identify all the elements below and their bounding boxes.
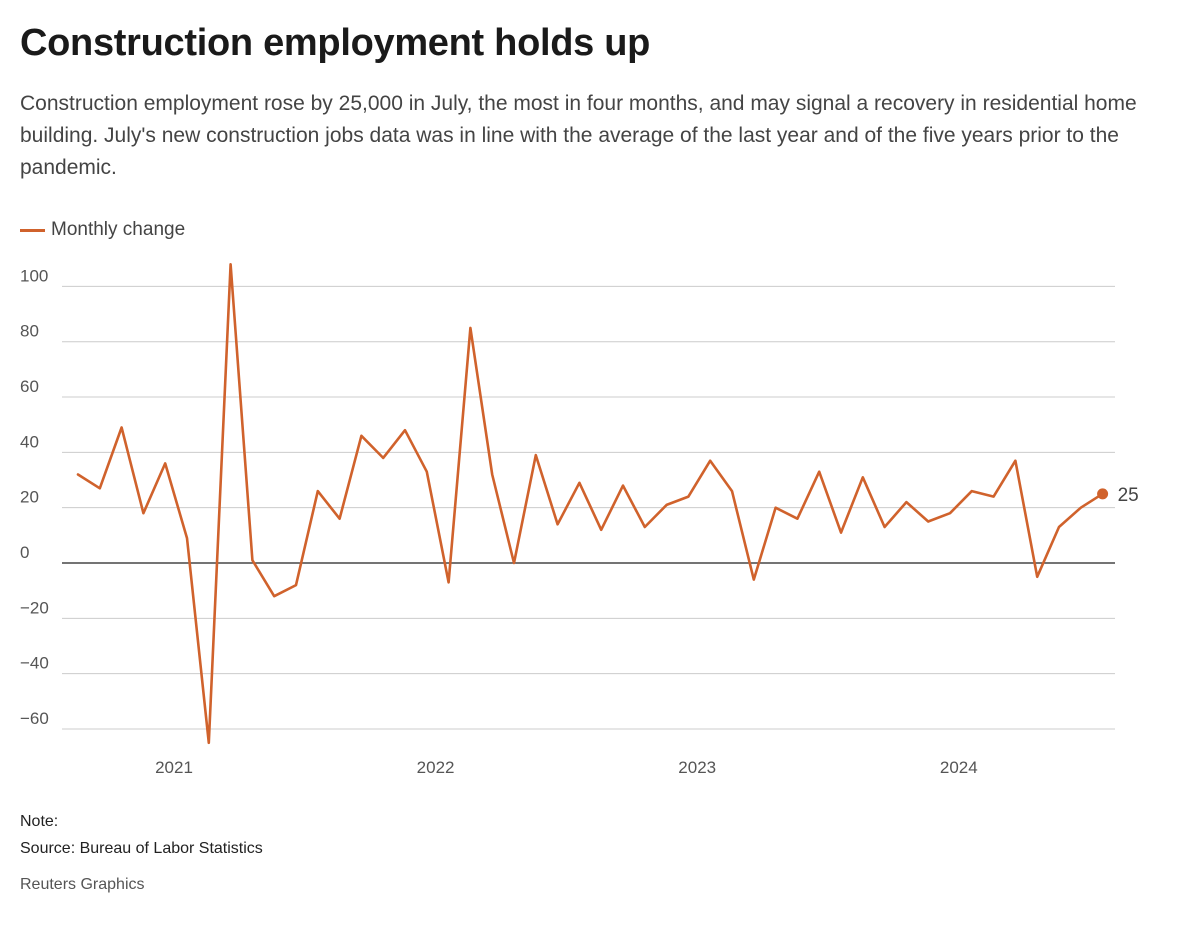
y-tick-label: 20 <box>20 488 39 507</box>
legend-label: Monthly change <box>51 219 186 240</box>
end-point-marker <box>1097 488 1109 500</box>
legend: Monthly change <box>20 219 185 241</box>
y-tick-label: 80 <box>20 322 39 341</box>
credit: Reuters Graphics <box>20 876 145 893</box>
y-tick-label: 100 <box>20 266 48 285</box>
legend-swatch <box>20 228 45 232</box>
y-tick-label: 0 <box>20 543 29 562</box>
note: Note: <box>20 813 59 830</box>
y-tick-label: −40 <box>20 654 49 673</box>
x-tick-label: 2022 <box>417 758 455 777</box>
y-tick-label: −60 <box>20 709 49 728</box>
series-line-monthly-change <box>76 263 1104 745</box>
x-tick-label: 2023 <box>678 758 716 777</box>
end-value-label: 25 <box>1118 485 1139 506</box>
y-tick-label: 40 <box>20 432 39 451</box>
y-tick-label: 60 <box>20 377 39 396</box>
y-tick-label: −20 <box>20 598 49 617</box>
x-tick-label: 2024 <box>940 758 978 777</box>
chart-subtitle: Construction employment rose by 25,000 i… <box>20 92 1137 179</box>
source: Source: Bureau of Labor Statistics <box>20 840 263 857</box>
chart-title: Construction employment holds up <box>20 22 651 64</box>
line-chart: 100 80 60 40 20 0 −20 −40 −60 2021 2022 2023 2024 25 <box>20 263 1139 777</box>
x-tick-label: 2021 <box>155 758 193 777</box>
